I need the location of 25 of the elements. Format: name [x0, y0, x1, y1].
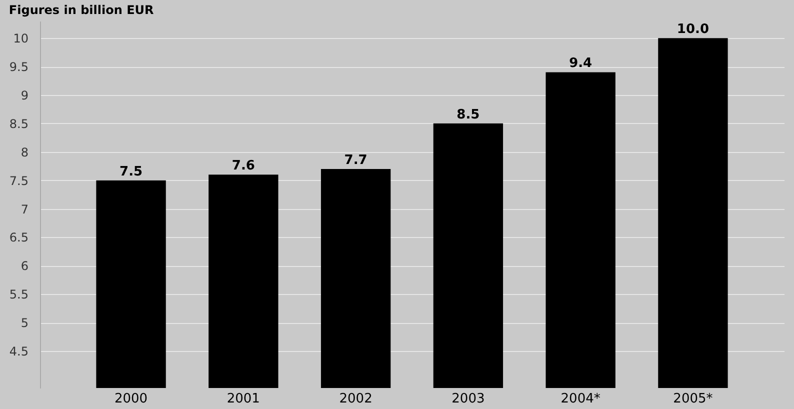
y-tick-label: 4.5: [9, 344, 28, 359]
y-tick-label: 9: [20, 88, 28, 102]
data-label: 7.6: [232, 158, 255, 174]
chart-title: Figures in billion EUR: [8, 3, 154, 17]
x-tick-label: 2001: [226, 392, 260, 406]
x-tick-label: 2000: [114, 392, 148, 406]
y-tick-label: 5.5: [9, 288, 28, 302]
data-label: 10.0: [676, 22, 710, 38]
data-label: 9.4: [569, 56, 592, 72]
x-tick-label: 2004*: [560, 392, 601, 406]
y-tick-label: 10: [13, 32, 28, 46]
y-tick-label: 6.5: [9, 230, 28, 245]
x-tick-label: 2005*: [673, 392, 714, 406]
y-tick-label: 7: [20, 202, 28, 216]
y-tick-label: 8: [20, 145, 28, 160]
y-tick-label: 9.5: [9, 60, 28, 74]
data-label: 8.5: [456, 107, 480, 122]
data-label: 7.5: [120, 164, 143, 180]
x-tick-label: 2002: [339, 392, 372, 406]
y-tick-label: 8.5: [9, 116, 28, 131]
y-tick-label: 7.5: [9, 174, 28, 188]
y-tick-label: 6: [20, 259, 28, 274]
data-label: 7.7: [344, 152, 368, 168]
y-tick-label: 5: [20, 316, 28, 330]
x-tick-label: 2003: [452, 392, 485, 406]
